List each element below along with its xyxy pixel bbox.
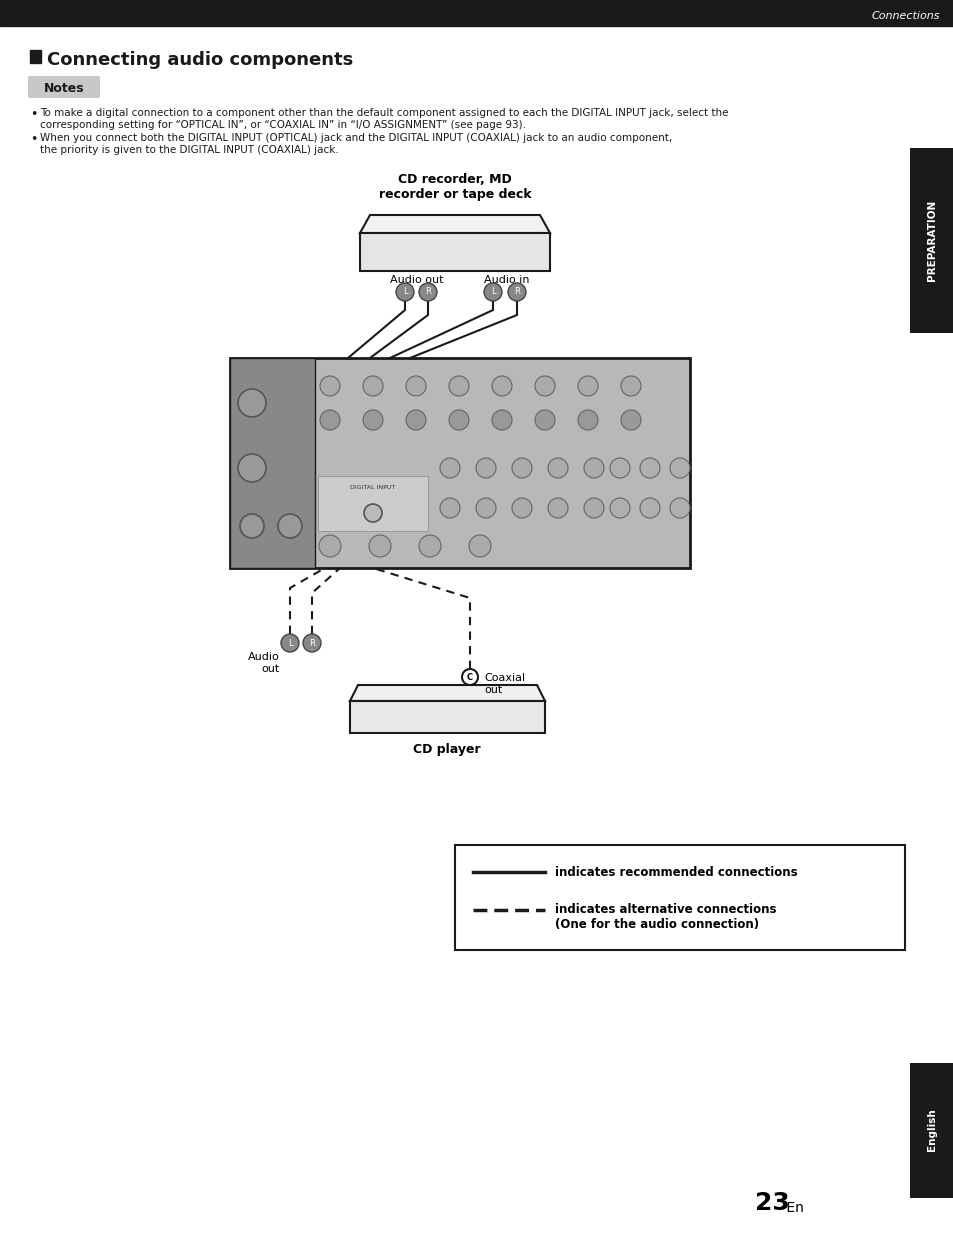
Circle shape <box>512 458 532 478</box>
Text: CD player: CD player <box>413 743 480 756</box>
Circle shape <box>318 535 340 557</box>
Text: corresponding setting for “OPTICAL IN”, or “COAXIAL IN” in “I/O ASSIGNMENT” (see: corresponding setting for “OPTICAL IN”, … <box>40 120 525 130</box>
Circle shape <box>639 498 659 517</box>
Circle shape <box>620 410 640 430</box>
Bar <box>30 49 41 63</box>
Circle shape <box>469 535 491 557</box>
Circle shape <box>319 375 339 396</box>
Circle shape <box>319 410 339 430</box>
Text: the priority is given to the DIGITAL INPUT (COAXIAL) jack.: the priority is given to the DIGITAL INP… <box>40 144 338 156</box>
FancyBboxPatch shape <box>28 77 100 98</box>
Circle shape <box>609 458 629 478</box>
Text: indicates alternative connections
(One for the audio connection): indicates alternative connections (One f… <box>555 903 776 931</box>
Text: Audio out: Audio out <box>390 275 443 285</box>
Text: En: En <box>781 1200 803 1215</box>
Bar <box>455 845 904 950</box>
Circle shape <box>639 458 659 478</box>
Text: To make a digital connection to a component other than the default component ass: To make a digital connection to a compon… <box>40 107 728 119</box>
Circle shape <box>406 375 426 396</box>
Text: Coaxial
out: Coaxial out <box>483 673 524 694</box>
Circle shape <box>418 283 436 301</box>
Text: L: L <box>490 288 495 296</box>
Circle shape <box>449 410 469 430</box>
Circle shape <box>547 458 567 478</box>
Text: Connections: Connections <box>871 11 939 21</box>
Text: CD recorder, MD
recorder or tape deck: CD recorder, MD recorder or tape deck <box>378 173 531 201</box>
Circle shape <box>369 535 391 557</box>
Bar <box>350 701 544 734</box>
Circle shape <box>578 375 598 396</box>
Text: •: • <box>30 133 37 146</box>
Circle shape <box>578 410 598 430</box>
Circle shape <box>363 375 382 396</box>
Text: When you connect both the DIGITAL INPUT (OPTICAL) jack and the DIGITAL INPUT (CO: When you connect both the DIGITAL INPUT … <box>40 133 672 143</box>
Polygon shape <box>359 215 550 233</box>
Bar <box>230 358 314 568</box>
Circle shape <box>669 458 689 478</box>
Circle shape <box>535 410 555 430</box>
Text: Notes: Notes <box>44 83 84 95</box>
Circle shape <box>439 498 459 517</box>
Circle shape <box>669 498 689 517</box>
Circle shape <box>449 375 469 396</box>
Circle shape <box>439 458 459 478</box>
Circle shape <box>492 375 512 396</box>
Circle shape <box>512 498 532 517</box>
Circle shape <box>406 410 426 430</box>
Circle shape <box>303 634 320 652</box>
Text: R: R <box>425 288 431 296</box>
Text: L: L <box>402 288 407 296</box>
Bar <box>317 475 428 531</box>
Circle shape <box>583 498 603 517</box>
Circle shape <box>240 514 264 538</box>
Circle shape <box>237 454 266 482</box>
Bar <box>359 233 550 270</box>
Circle shape <box>237 389 266 417</box>
Bar <box>230 358 689 568</box>
Text: indicates recommended connections: indicates recommended connections <box>555 866 797 878</box>
Text: L: L <box>288 638 292 647</box>
Text: R: R <box>309 638 314 647</box>
Text: 23: 23 <box>754 1191 789 1215</box>
Circle shape <box>620 375 640 396</box>
Circle shape <box>476 498 496 517</box>
Text: English: English <box>926 1109 936 1151</box>
Text: PREPARATION: PREPARATION <box>926 199 936 280</box>
Circle shape <box>363 410 382 430</box>
Circle shape <box>277 514 302 538</box>
Text: R: R <box>514 288 519 296</box>
Circle shape <box>507 283 525 301</box>
Bar <box>909 148 953 333</box>
Circle shape <box>476 458 496 478</box>
Circle shape <box>609 498 629 517</box>
Circle shape <box>395 283 414 301</box>
Circle shape <box>547 498 567 517</box>
Text: •: • <box>30 107 37 121</box>
Text: Audio
out: Audio out <box>248 652 280 673</box>
Text: Connecting audio components: Connecting audio components <box>47 51 353 69</box>
Text: C: C <box>466 673 473 682</box>
Circle shape <box>483 283 501 301</box>
Circle shape <box>535 375 555 396</box>
Circle shape <box>583 458 603 478</box>
Circle shape <box>418 535 440 557</box>
Circle shape <box>461 669 477 685</box>
Text: DIGITAL INPUT: DIGITAL INPUT <box>350 485 395 490</box>
Text: Audio in: Audio in <box>484 275 529 285</box>
Circle shape <box>492 410 512 430</box>
Bar <box>0 0 953 26</box>
Bar <box>909 1063 953 1198</box>
Circle shape <box>364 504 381 522</box>
Circle shape <box>281 634 298 652</box>
Polygon shape <box>350 685 544 701</box>
